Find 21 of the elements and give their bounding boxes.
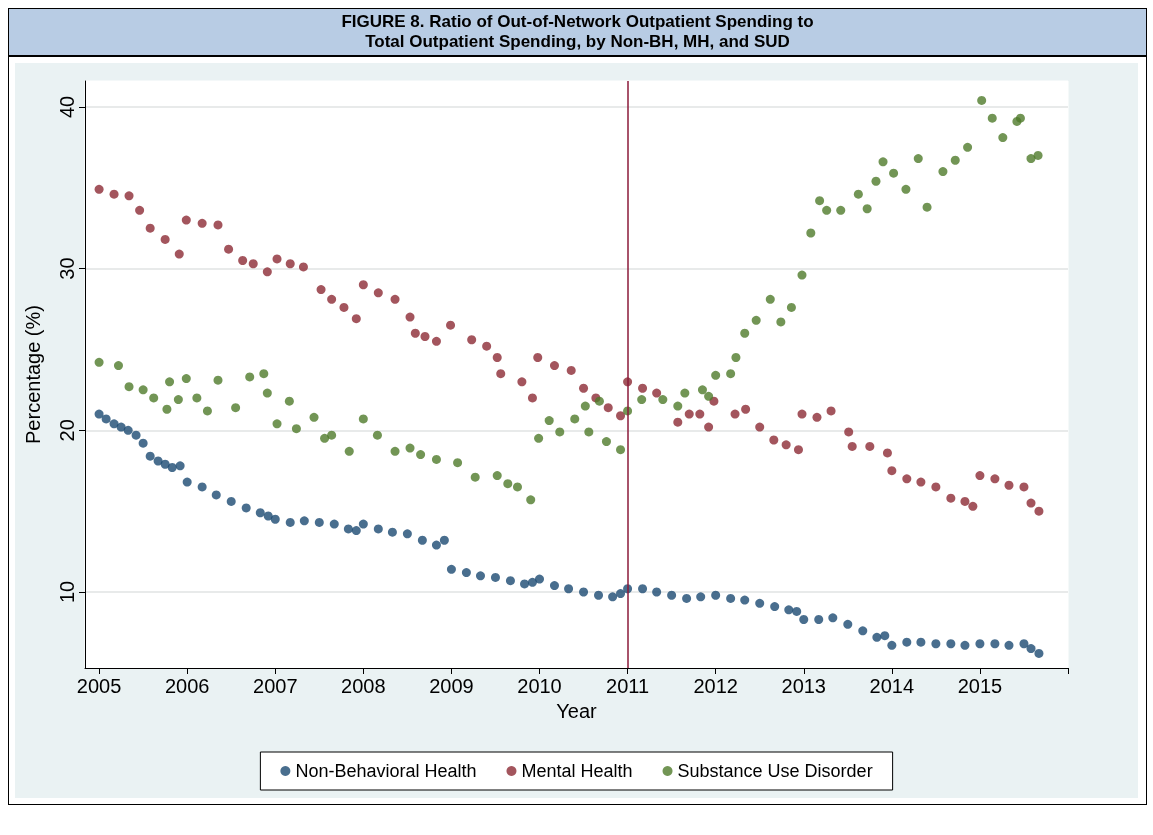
x-tick-label: 2009 bbox=[429, 675, 474, 697]
x-tick-label: 2012 bbox=[693, 675, 738, 697]
x-tick-label: 2007 bbox=[253, 675, 298, 697]
y-tick-label: 10 bbox=[56, 580, 78, 604]
y-axis-title: Percentage (%) bbox=[22, 305, 44, 444]
legend-label: Mental Health bbox=[521, 761, 633, 781]
x-tick-label: 2011 bbox=[606, 675, 650, 697]
legend-label: Non-Behavioral Health bbox=[295, 761, 477, 781]
legend-label: Substance Use Disorder bbox=[677, 761, 873, 781]
y-tick-label: 30 bbox=[56, 257, 78, 280]
x-tick-label: 2015 bbox=[957, 675, 1003, 697]
chart-title: FIGURE 8. Ratio of Out-of-Network Outpatient Spending to Total Outpatient Spending, by Non-BH, MH, and SUD bbox=[9, 9, 1146, 57]
x-tick-label: 2008 bbox=[341, 675, 386, 697]
x-tick-label: 2005 bbox=[76, 675, 122, 697]
x-tick-label: 2010 bbox=[517, 675, 562, 697]
y-tick-label: 20 bbox=[56, 419, 78, 442]
x-tick-label: 2013 bbox=[781, 675, 826, 697]
x-axis-title: Year bbox=[556, 699, 598, 722]
x-tick-label: 2006 bbox=[164, 675, 210, 697]
y-tick-label: 40 bbox=[56, 95, 78, 118]
x-tick-label: 2014 bbox=[869, 675, 915, 697]
